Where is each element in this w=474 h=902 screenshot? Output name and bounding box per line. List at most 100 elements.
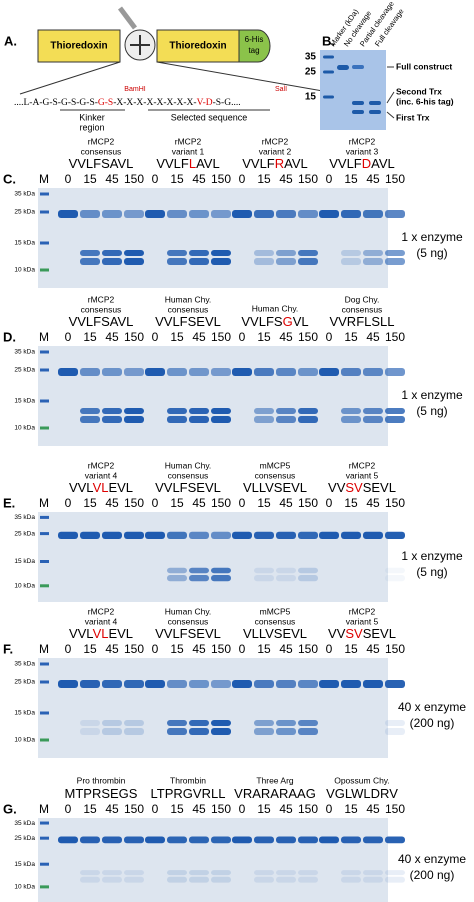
site-label: BamHI (124, 86, 145, 93)
band (80, 368, 100, 376)
band (363, 368, 383, 376)
lane-label: 45 (279, 172, 293, 186)
sequence-part: EVL (108, 626, 133, 641)
band (189, 728, 209, 735)
band (189, 368, 209, 376)
lane-label: 15 (83, 642, 97, 656)
band (254, 408, 274, 414)
band (167, 210, 187, 218)
band (369, 110, 381, 114)
marker-band (40, 532, 49, 536)
lane-label: 45 (105, 642, 119, 656)
band (189, 258, 209, 265)
band (385, 680, 405, 688)
lane-label: 150 (124, 642, 144, 656)
enzyme-amount: 40 x enzyme (398, 700, 466, 714)
band (211, 870, 231, 876)
lane-label: 0 (239, 802, 246, 816)
band (80, 210, 100, 218)
lane-label: 15 (83, 330, 97, 344)
band (211, 258, 231, 265)
band (80, 416, 100, 423)
lane-label: 0 (326, 802, 333, 816)
region-label: Selected sequence (171, 112, 248, 122)
band (254, 368, 274, 376)
sequence-part: MTPRSEGS (65, 786, 138, 801)
band (80, 836, 100, 844)
band (167, 680, 187, 688)
lane-label: 150 (211, 496, 231, 510)
band (167, 575, 187, 582)
marker-label: 25 kDa (14, 679, 35, 686)
band (167, 720, 187, 726)
lane-label: 45 (192, 802, 206, 816)
lane-label: 15 (83, 172, 97, 186)
band (319, 836, 339, 844)
marker-lane-label: M (39, 496, 49, 510)
marker-band (40, 560, 49, 563)
marker-band (40, 885, 49, 889)
band (80, 728, 100, 735)
band (124, 720, 144, 726)
substrate-sequence: VVLFSGVL (241, 314, 308, 329)
lane-label: 45 (192, 172, 206, 186)
band (167, 250, 187, 256)
box-label: Thioredoxin (169, 41, 226, 52)
marker-label: 15 kDa (14, 398, 35, 405)
band (276, 210, 296, 218)
enzyme-amount: 40 x enzyme (398, 852, 466, 866)
site-label: SalI (275, 86, 287, 93)
lane-label: 0 (326, 330, 333, 344)
construct-box (156, 29, 240, 63)
band (254, 876, 274, 883)
marker-label: 10 kDa (14, 884, 35, 891)
sequence-part: -X-X-X-X-X-X-X-X- (113, 98, 196, 108)
band (189, 870, 209, 876)
band (124, 416, 144, 423)
arrow (386, 111, 395, 119)
band (298, 575, 318, 582)
band (211, 567, 231, 574)
lane-label: 45 (105, 802, 119, 816)
band (189, 250, 209, 256)
region-label: Kinker (79, 112, 105, 122)
band (385, 210, 405, 218)
marker-band (40, 584, 49, 588)
band (189, 210, 209, 218)
marker-lane-label: M (39, 802, 49, 816)
band (232, 680, 252, 688)
lane-label: 150 (385, 330, 405, 344)
band (276, 368, 296, 376)
substrate-sequence: VVSVSEVL (328, 480, 396, 495)
band (167, 567, 187, 574)
band (167, 368, 187, 376)
band (58, 531, 78, 539)
lane-label: 45 (279, 496, 293, 510)
substrate-sequence: VGLWLDRV (326, 786, 398, 801)
sequence-part: VL (93, 626, 109, 641)
band (385, 416, 405, 423)
lane-label: 150 (298, 642, 318, 656)
construct-box (37, 29, 121, 63)
sample-name: mMCP5 (260, 606, 291, 616)
gel-image (38, 818, 388, 902)
band (298, 567, 318, 574)
lane-label: 150 (124, 330, 144, 344)
band (124, 876, 144, 883)
marker-label: 25 kDa (14, 367, 35, 374)
band (298, 531, 318, 539)
sample-name: variant 4 (85, 470, 118, 480)
lane-label: 15 (344, 496, 358, 510)
band (385, 567, 405, 574)
band (211, 531, 231, 539)
lane-label: 150 (211, 172, 231, 186)
sample-name: variant 3 (346, 146, 379, 156)
lane-label: 0 (239, 642, 246, 656)
substrate-sequence: VVLFSEVL (155, 626, 221, 641)
band (254, 575, 274, 582)
band (211, 728, 231, 735)
lane-label: 0 (65, 330, 72, 344)
substrate-sequence: VVSVSEVL (328, 626, 396, 641)
